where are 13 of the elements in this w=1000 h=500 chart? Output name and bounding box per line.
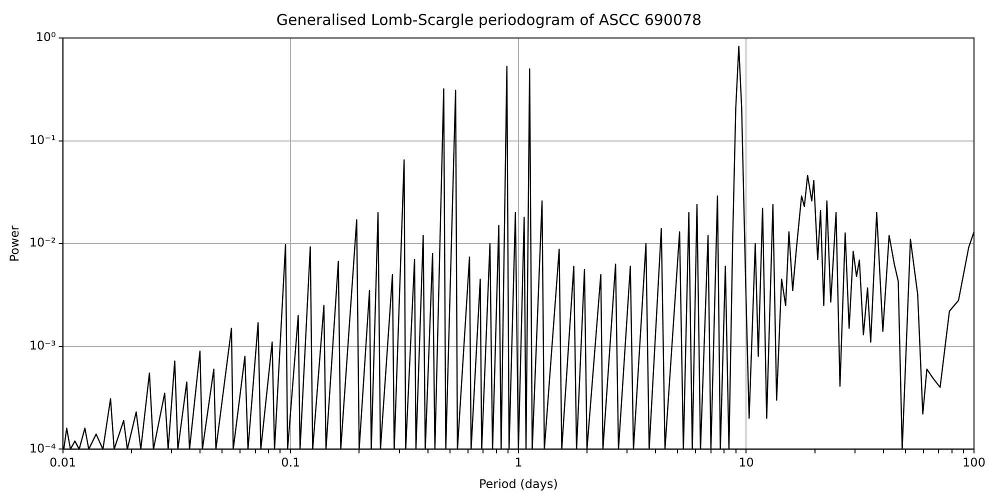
- y-tick-label: 10⁻⁴: [29, 441, 56, 456]
- y-tick-label: 10⁻³: [29, 338, 56, 353]
- y-tick-label: 10⁰: [36, 30, 56, 44]
- y-tick-label: 10⁻²: [29, 236, 56, 250]
- x-tick-label: 100: [962, 456, 986, 470]
- x-tick-label: 1: [514, 456, 522, 470]
- x-tick-label: 0.01: [49, 456, 76, 470]
- x-axis-title: Period (days): [478, 476, 558, 491]
- y-tick-label: 10⁻¹: [29, 132, 56, 147]
- x-tick-label: 10: [738, 456, 754, 470]
- chart-title: Generalised Lomb-Scargle periodogram of ASCC 690078: [276, 10, 702, 29]
- y-axis-title: Power: [7, 225, 22, 262]
- x-tick-label: 0.1: [281, 456, 300, 470]
